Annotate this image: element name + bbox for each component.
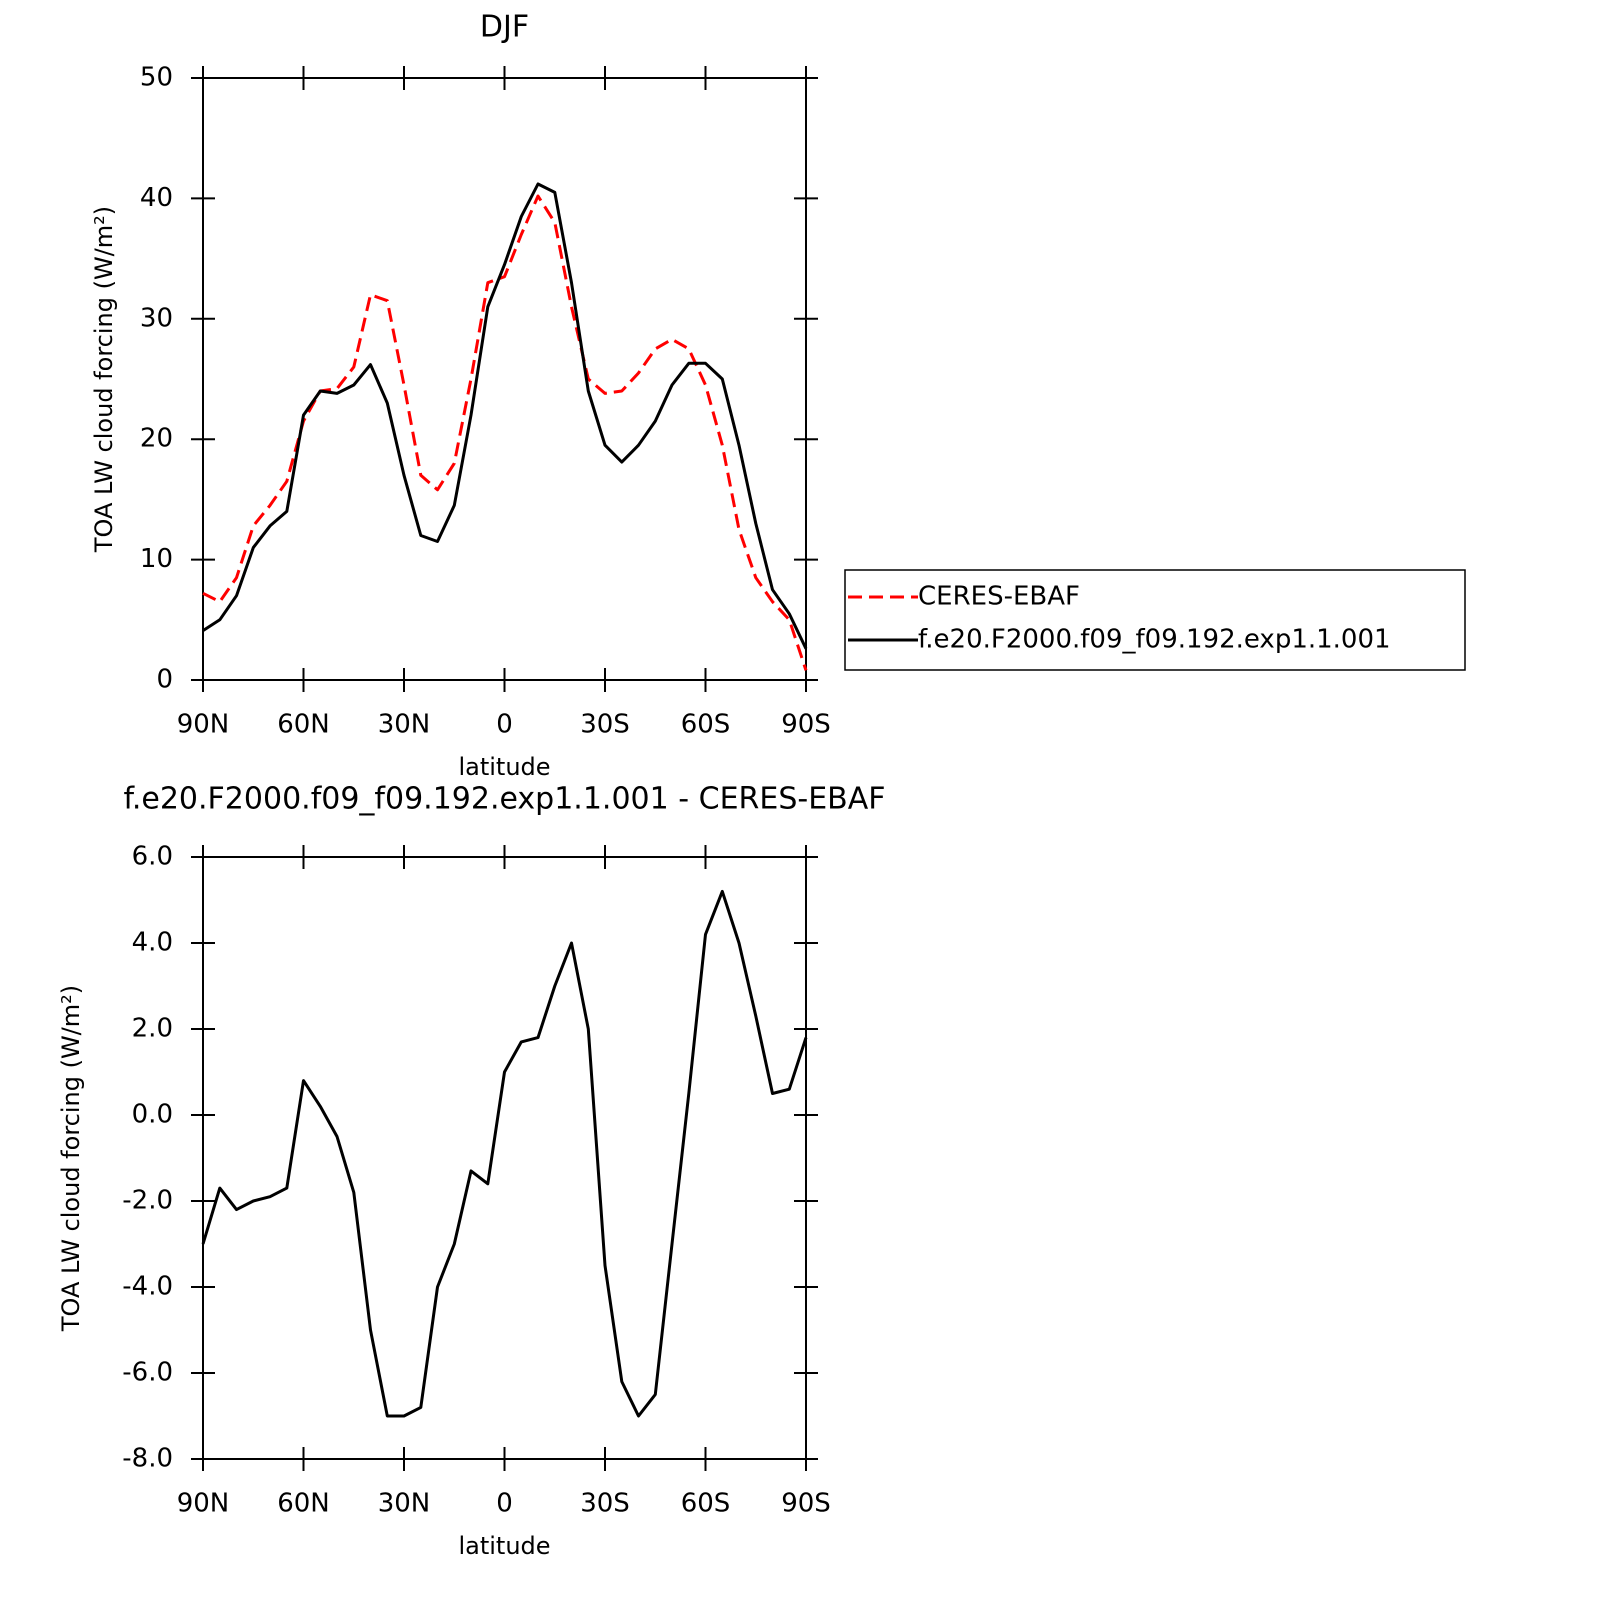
y-axis-label: TOA LW cloud forcing (W/m²) xyxy=(90,206,118,553)
x-tick-label: 60S xyxy=(681,710,731,740)
x-tick-label: 60N xyxy=(277,710,330,740)
x-tick-label: 60S xyxy=(681,1489,731,1519)
legend-label: CERES-EBAF xyxy=(918,582,1080,612)
x-tick-label: 30S xyxy=(580,710,630,740)
x-tick-label: 90S xyxy=(781,710,831,740)
plot-frame xyxy=(202,856,807,1460)
x-tick-label: 30N xyxy=(378,1489,431,1519)
x-tick-label: 30S xyxy=(580,1489,630,1519)
plot-frame xyxy=(202,77,807,681)
y-tick-label: 0 xyxy=(156,665,173,695)
legend-label: f.e20.F2000.f09_f09.192.exp1.1.001 xyxy=(918,625,1391,655)
y-tick-label: 20 xyxy=(140,424,173,454)
x-tick-label: 60N xyxy=(277,1489,330,1519)
y-tick-label: 4.0 xyxy=(132,928,173,958)
y-tick-label: 0.0 xyxy=(132,1100,173,1130)
y-tick-label: -6.0 xyxy=(122,1358,173,1388)
y-tick-label: 40 xyxy=(140,183,173,213)
y-tick-label: -8.0 xyxy=(122,1444,173,1474)
x-axis-label: latitude xyxy=(458,1532,550,1560)
y-tick-label: 10 xyxy=(140,544,173,574)
y-tick-label: 6.0 xyxy=(132,842,173,872)
x-tick-label: 90N xyxy=(177,710,230,740)
data-line xyxy=(201,889,808,1418)
y-tick-label: 50 xyxy=(140,63,173,93)
y-tick-label: 2.0 xyxy=(132,1014,173,1044)
x-tick-label: 0 xyxy=(496,1489,513,1519)
x-tick-label: 0 xyxy=(496,710,513,740)
y-tick-label: -4.0 xyxy=(122,1272,173,1302)
legend-box xyxy=(844,569,1466,671)
chart-title: f.e20.F2000.f09_f09.192.exp1.1.001 - CER… xyxy=(123,782,885,817)
x-tick-label: 30N xyxy=(378,710,431,740)
y-tick-label: -2.0 xyxy=(122,1186,173,1216)
y-tick-label: 30 xyxy=(140,303,173,333)
x-tick-label: 90S xyxy=(781,1489,831,1519)
data-line xyxy=(202,182,808,650)
y-axis-label: TOA LW cloud forcing (W/m²) xyxy=(57,985,85,1332)
x-axis-label: latitude xyxy=(458,753,550,781)
chart-title: DJF xyxy=(480,10,529,45)
x-tick-label: 90N xyxy=(177,1489,230,1519)
